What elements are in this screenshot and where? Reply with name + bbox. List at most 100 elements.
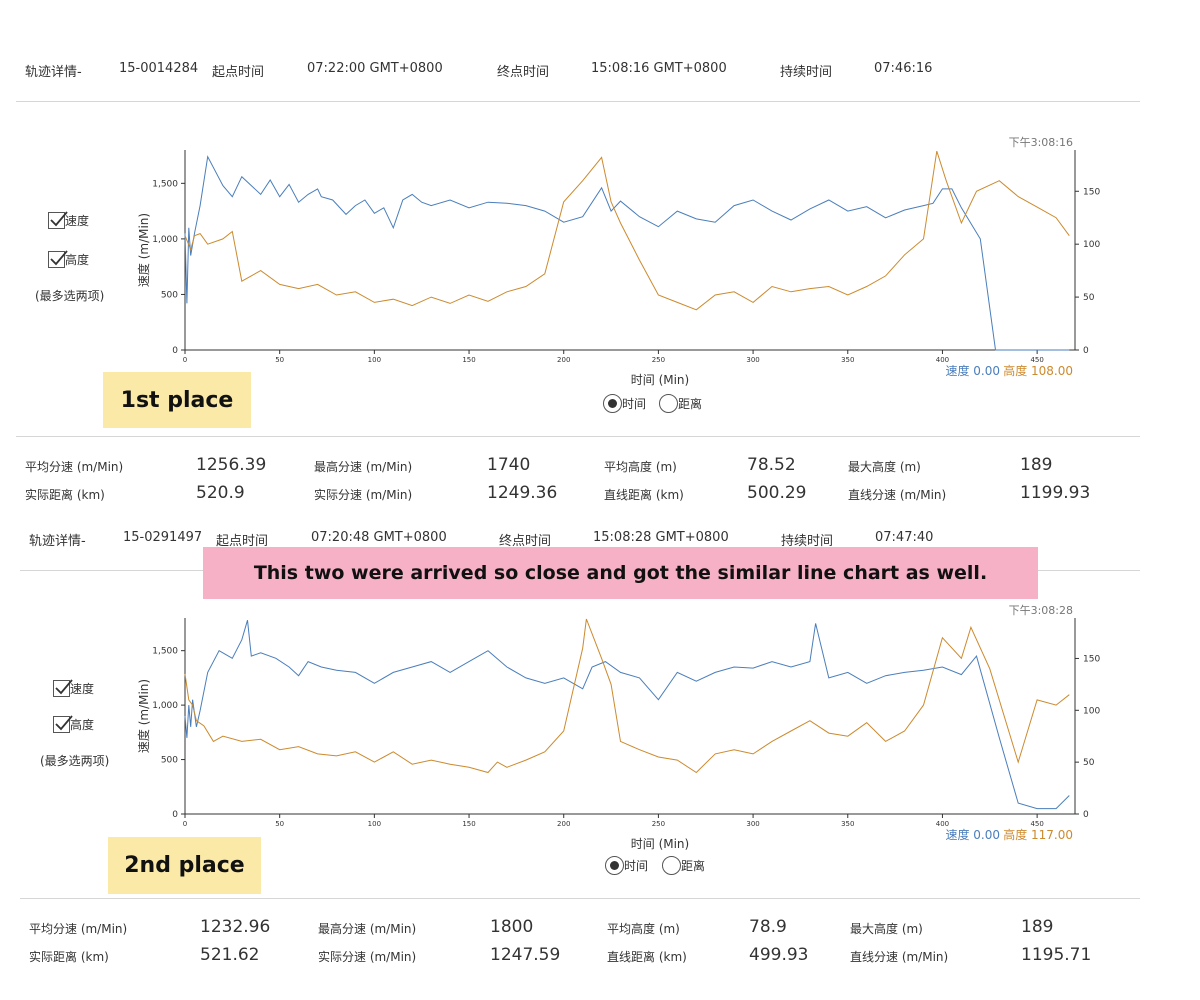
place-badge: 2nd place [108,837,261,894]
duration-value: 07:47:40 [875,530,934,545]
distance-radio[interactable] [659,394,678,413]
track-id: 15-0291497 [123,530,203,545]
speed-readout: 速度 0.00 [945,827,1000,842]
speed-option-label: 速度 [70,682,95,696]
altitude-series-line [184,618,1070,774]
x-tick-label: 200 [557,820,570,828]
x-tick-label: 300 [746,356,759,364]
altitude-readout: 高度 117.00 [1003,827,1073,842]
x-tick-label: 350 [841,356,854,364]
stat-label: 平均分速 (m/Min) [29,922,128,936]
duration-value: 07:46:16 [874,61,933,76]
y-tick-label-right: 0 [1083,346,1089,356]
mode-time-option[interactable]: 时间 [605,856,648,875]
stat-label: 最大高度 (m) [850,922,923,936]
time-radio[interactable] [605,856,624,875]
end-time-value: 15:08:28 GMT+0800 [593,530,729,545]
end-time-value: 15:08:16 GMT+0800 [591,61,727,76]
y-tick-label-left: 0 [172,810,178,820]
stat-value: 1740 [487,455,531,475]
stat-label: 实际分速 (m/Min) [314,488,413,502]
start-time-value: 07:20:48 GMT+0800 [311,530,447,545]
y-tick-label-left: 500 [161,756,178,766]
y-tick-label-left: 500 [161,290,178,300]
x-tick-label: 400 [936,356,949,364]
annotation-banner: This two were arrived so close and got t… [203,547,1038,599]
y-tick-label-right: 50 [1083,758,1095,768]
start-time-value: 07:22:00 GMT+0800 [307,61,443,76]
stat-value: 521.62 [200,945,260,965]
y-tick-label-left: 1,000 [152,701,178,711]
speed-option[interactable]: 速度 [53,679,95,697]
distance-radio-label: 距离 [678,397,703,411]
mode-distance-option[interactable]: 距离 [659,394,702,413]
y-tick-label-right: 150 [1083,187,1100,197]
altitude-option[interactable]: 高度 [48,250,90,268]
altitude-option[interactable]: 高度 [53,715,94,733]
x-tick-label: 150 [462,820,475,828]
x-tick-label: 450 [1030,820,1043,828]
speed-checkbox[interactable] [53,679,73,697]
y-axis-label-left: 速度 (m/Min) [136,213,151,287]
stats-divider [16,436,1140,437]
stat-value: 1232.96 [200,917,271,937]
x-tick-label: 450 [1030,356,1043,364]
x-tick-label: 250 [652,820,665,828]
mode-distance-option[interactable]: 距离 [662,856,705,875]
select-limit-hint: (最多选两项) [35,289,105,303]
check-icon [50,250,68,266]
stat-label: 直线分速 (m/Min) [848,488,947,502]
stat-label: 平均高度 (m) [607,922,680,936]
mode-time-option[interactable]: 时间 [603,394,646,413]
check-icon [55,679,73,695]
select-limit-hint: (最多选两项) [40,754,110,768]
check-icon [50,211,68,227]
track-chart: 0 50 100 150 200 250 300 350 400 45005001,0001,50… [136,136,1100,387]
place-badge: 1st place [103,372,251,428]
duration-label: 持续时间 [781,534,834,549]
altitude-checkbox[interactable] [53,715,73,733]
x-tick-label: 350 [841,820,854,828]
stat-value: 1247.59 [490,945,561,965]
stat-label: 平均分速 (m/Min) [25,460,124,474]
stats-divider [20,898,1140,899]
stat-value: 189 [1021,917,1054,937]
stat-value: 78.9 [749,917,787,937]
altitude-checkbox[interactable] [48,250,68,268]
stat-value: 520.9 [196,483,245,503]
y-tick-label-right: 100 [1083,706,1100,716]
time-radio[interactable] [603,394,622,413]
y-tick-label-right: 100 [1083,240,1100,250]
track-id: 15-0014284 [119,61,199,76]
x-tick-label: 150 [462,356,475,364]
cursor-time-label: 下午3:08:28 [1009,604,1073,617]
altitude-option-label: 高度 [65,253,90,267]
y-tick-label-right: 150 [1083,654,1100,664]
speed-option[interactable]: 速度 [48,211,89,229]
stat-label: 实际距离 (km) [29,950,109,964]
x-tick-label: 100 [368,820,381,828]
x-axis-label: 时间 (Min) [631,837,689,851]
x-tick-label: 400 [936,820,949,828]
stat-label: 最高分速 (m/Min) [318,922,417,936]
x-tick-label: 0 [183,356,187,364]
stat-value: 500.29 [747,483,807,503]
distance-radio[interactable] [662,856,681,875]
y-tick-label-left: 0 [172,346,178,356]
x-tick-label: 0 [183,820,187,828]
stat-label: 实际距离 (km) [25,488,105,502]
altitude-readout: 高度 108.00 [1003,363,1073,378]
y-tick-label-right: 0 [1083,810,1089,820]
x-tick-label: 200 [557,356,570,364]
stat-value: 1195.71 [1021,945,1092,965]
speed-checkbox[interactable] [48,211,68,229]
y-tick-label-left: 1,500 [152,179,178,189]
stat-value: 1256.39 [196,455,267,475]
y-tick-label-left: 1,000 [152,235,178,245]
stat-label: 直线距离 (km) [604,488,684,502]
stat-label: 直线距离 (km) [607,950,687,964]
stat-label: 最大高度 (m) [848,460,921,474]
stat-value: 78.52 [747,455,796,475]
check-icon [55,715,73,731]
stat-label: 最高分速 (m/Min) [314,460,413,474]
